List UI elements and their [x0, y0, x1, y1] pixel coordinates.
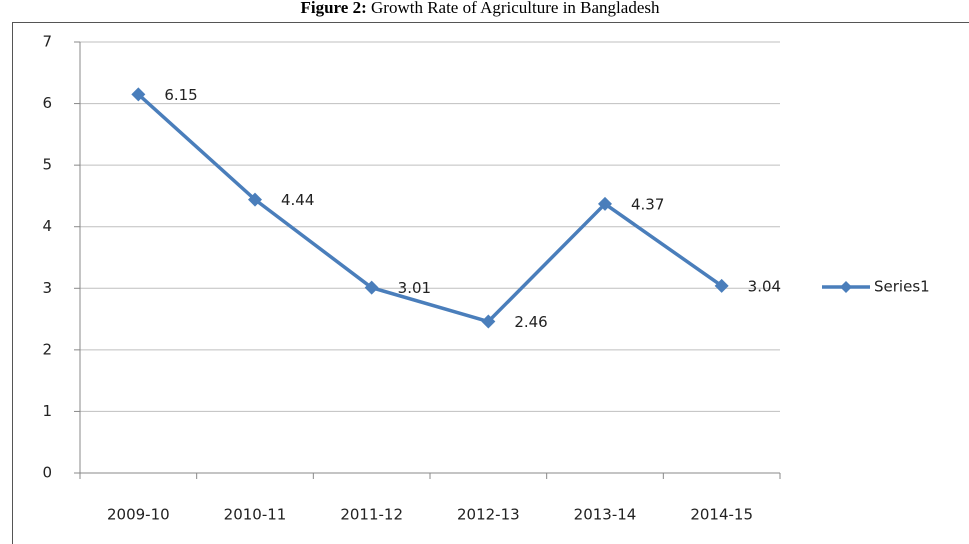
- data-point: [481, 314, 496, 329]
- x-tick-label: 2010-11: [224, 506, 287, 524]
- data-label: 4.44: [281, 191, 314, 209]
- data-label: 6.15: [164, 86, 197, 104]
- x-tick-label: 2014-15: [690, 506, 753, 524]
- y-tick-label: 7: [42, 33, 52, 51]
- x-tick-label: 2009-10: [107, 506, 170, 524]
- data-point: [364, 280, 379, 295]
- y-tick-label: 0: [42, 464, 52, 482]
- y-tick-label: 4: [42, 217, 52, 235]
- legend-marker: [840, 281, 852, 293]
- data-point: [598, 196, 612, 211]
- chart-frame: [12, 22, 969, 544]
- figure-label: Figure 2:: [301, 0, 367, 17]
- y-tick-label: 2: [42, 340, 52, 358]
- data-point: [248, 192, 262, 207]
- data-point: [131, 87, 146, 102]
- series-line: [137, 93, 723, 324]
- data-point: [714, 278, 729, 293]
- data-label: 3.04: [748, 277, 781, 295]
- title-text: Growth Rate of Agriculture in Bangladesh: [371, 0, 660, 17]
- x-tick-label: 2013-14: [574, 506, 637, 524]
- x-tick-label: 2012-13: [457, 506, 520, 524]
- chart-title: Figure 2: Growth Rate of Agriculture in …: [301, 0, 660, 17]
- data-label: 4.37: [631, 195, 664, 213]
- y-tick-label: 1: [42, 402, 52, 420]
- x-tick-label: 2011-12: [340, 506, 403, 524]
- y-tick-label: 6: [42, 94, 52, 112]
- y-tick-label: 3: [42, 279, 52, 297]
- data-label: 3.01: [398, 279, 431, 297]
- y-tick-label: 5: [42, 156, 52, 174]
- data-label: 2.46: [514, 313, 547, 331]
- legend-label: Series1: [874, 278, 930, 296]
